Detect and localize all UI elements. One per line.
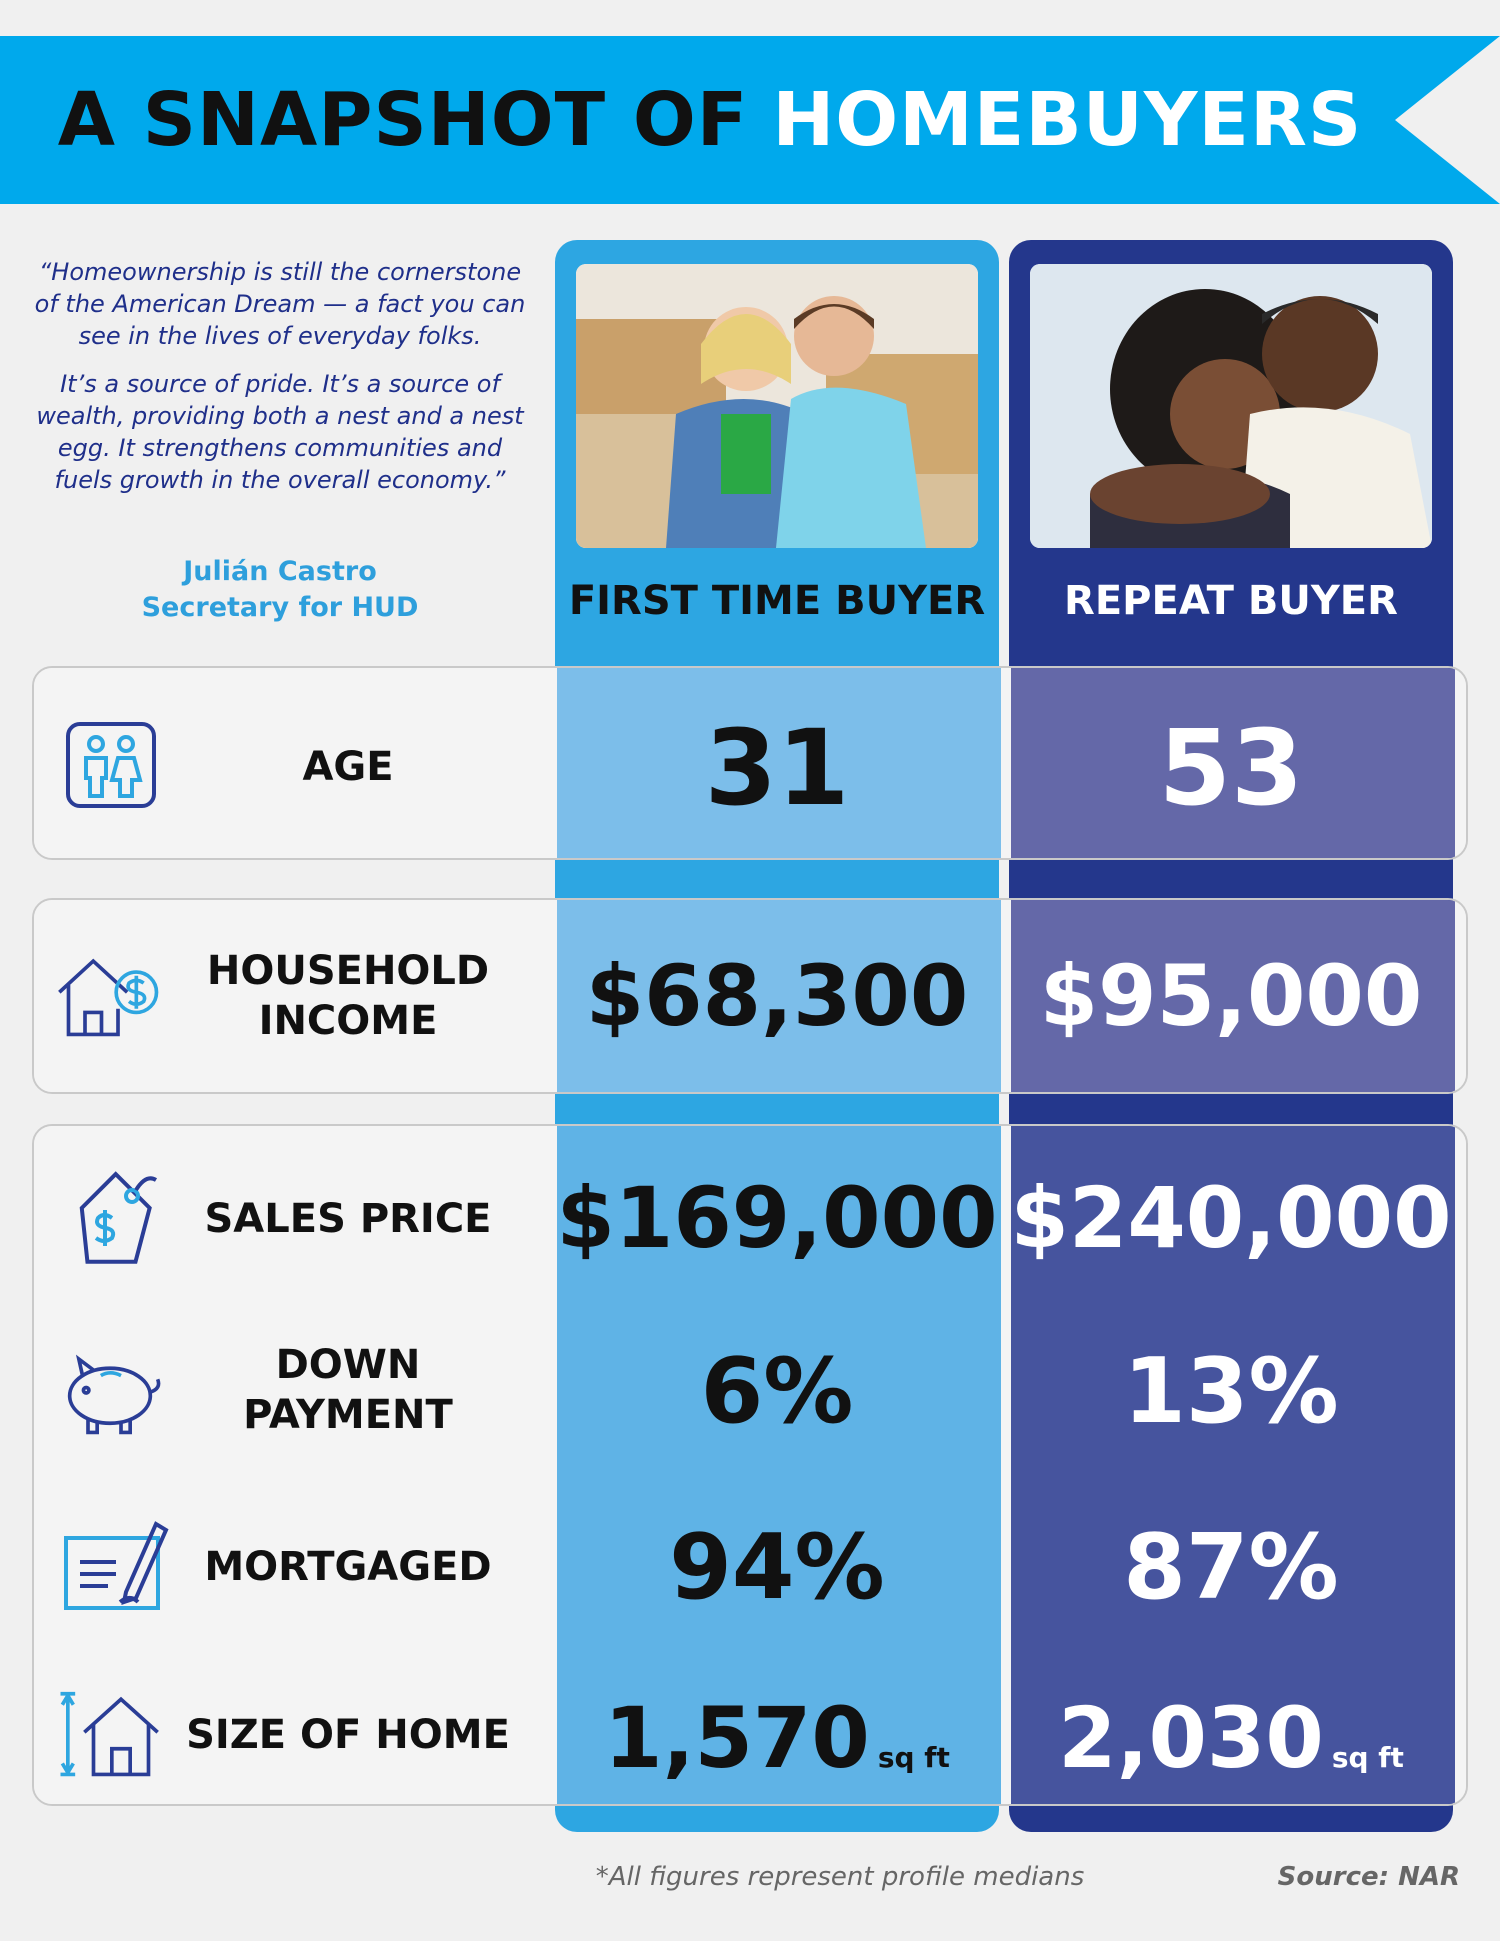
down-payment-label: DOWN PAYMENT: [148, 1340, 548, 1440]
repeat-size-value: 2,030 sq ft: [1009, 1688, 1453, 1808]
income-label-line-1: HOUSEHOLD: [206, 948, 490, 994]
source-credit: Source: NAR: [1277, 1862, 1460, 1892]
house-dollar-icon: [52, 940, 162, 1050]
first-size-unit: sq ft: [877, 1741, 950, 1774]
page-title: A Snapshot of Homebuyers: [0, 36, 1420, 204]
age-label: AGE: [302, 744, 394, 790]
first-mortgaged-value: 94%: [669, 1515, 885, 1620]
author-name: Julián Castro: [183, 556, 377, 587]
title-dark-part: A Snapshot of: [57, 77, 749, 163]
sales-price-label: SALES PRICE: [204, 1196, 492, 1242]
first-sales-price-value: $169,000: [556, 1169, 998, 1267]
house-size-icon: [55, 1680, 165, 1790]
first-income-value: $68,300: [585, 947, 969, 1045]
purchase-details-group: [32, 1124, 1468, 1806]
repeat-size-number: 2,030: [1058, 1689, 1324, 1787]
size-of-home-label: SIZE OF HOME: [186, 1712, 510, 1758]
mortgaged-label: MORTGAGED: [204, 1544, 492, 1590]
document-pen-icon: [60, 1510, 170, 1620]
repeat-age-value: 53: [1158, 707, 1304, 829]
footnote: *All figures represent profile medians: [595, 1862, 1085, 1892]
down-payment-label-line-2: PAYMENT: [243, 1392, 453, 1438]
title-light-part: Homebuyers: [772, 77, 1363, 163]
repeat-income-value: $95,000: [1039, 947, 1423, 1045]
quote-paragraph-2: It’s a source of pride. It’s a source of…: [36, 370, 524, 494]
repeat-size-unit: sq ft: [1331, 1741, 1404, 1774]
first-down-payment-value: 6%: [700, 1339, 854, 1444]
title-banner: [0, 36, 1500, 204]
quote-author: Julián Castro Secretary for HUD: [30, 554, 530, 626]
income-row: [32, 898, 1468, 1094]
quote-block: “Homeownership is still the cornerstone …: [30, 256, 530, 512]
first-time-buyer-photo: [576, 264, 978, 548]
first-time-buyer-header: FIRST TIME BUYER: [568, 578, 986, 624]
piggy-bank-icon: [55, 1338, 165, 1448]
down-payment-label-line-1: DOWN: [275, 1342, 421, 1388]
first-size-number: 1,570: [604, 1689, 870, 1787]
repeat-down-payment-value: 13%: [1123, 1339, 1339, 1444]
people-icon: [60, 708, 170, 818]
author-title: Secretary for HUD: [141, 592, 419, 623]
first-age-value: 31: [704, 707, 850, 829]
repeat-mortgaged-value: 87%: [1123, 1515, 1339, 1620]
price-tag-icon: [60, 1160, 170, 1270]
age-row: [32, 666, 1468, 860]
quote-paragraph-1: “Homeownership is still the cornerstone …: [34, 258, 526, 350]
repeat-buyer-header: REPEAT BUYER: [1064, 578, 1398, 624]
repeat-sales-price-value: $240,000: [1010, 1169, 1452, 1267]
repeat-buyer-photo: [1030, 264, 1432, 548]
income-label-line-2: INCOME: [258, 998, 438, 1044]
first-size-value: 1,570 sq ft: [555, 1688, 999, 1808]
income-label: HOUSEHOLD INCOME: [148, 946, 548, 1046]
